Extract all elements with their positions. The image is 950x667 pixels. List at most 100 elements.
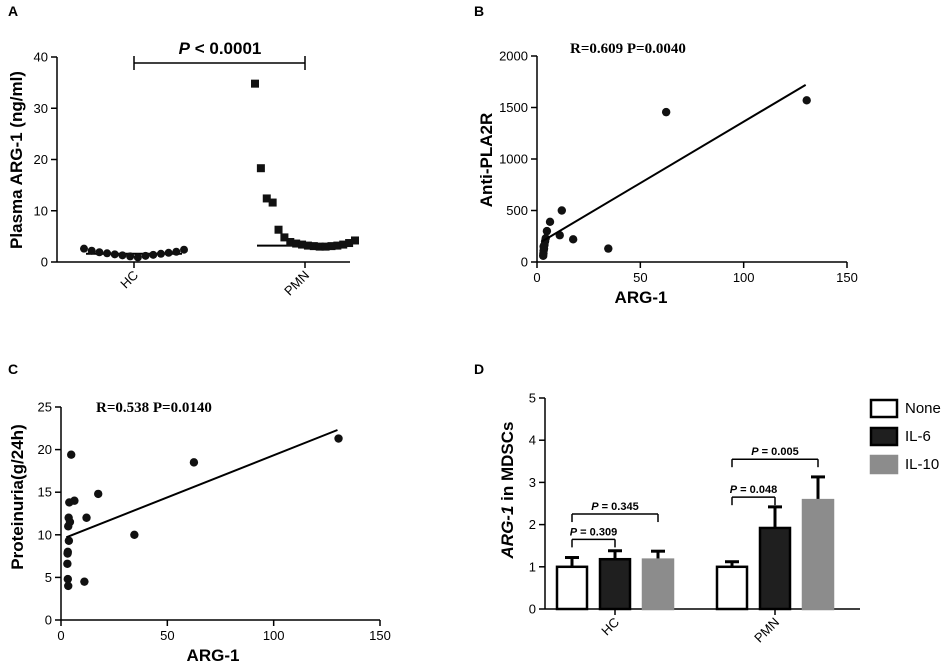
- legend-label: IL-10: [905, 456, 939, 473]
- comparison-p-value: P = 0.309: [570, 526, 617, 538]
- data-point: [64, 581, 73, 591]
- data-point: [251, 79, 259, 88]
- data-point: [339, 240, 348, 249]
- panel-a: A Plasma ARG-1 (ng/ml) 0 10 20 30 40 HC PMN P…: [7, 3, 359, 299]
- y-tick-label: 20: [34, 152, 48, 167]
- data-point: [149, 250, 158, 259]
- y-tick-label: 20: [38, 442, 52, 457]
- data-point: [87, 246, 96, 255]
- data-point: [268, 198, 277, 207]
- y-tick-label: 2: [529, 517, 536, 532]
- x-tick-label: 0: [533, 270, 540, 285]
- x-tick-label: 150: [369, 628, 391, 643]
- data-point: [298, 240, 307, 249]
- panel-b-y-ticks: 0 500 1000 1500 2000: [499, 49, 537, 270]
- panel-b-x-label: ARG-1: [615, 288, 668, 307]
- legend-swatch: [869, 454, 899, 475]
- panel-c-x-ticks: 0 50 100 150: [57, 620, 391, 643]
- y-tick-label: 10: [38, 527, 52, 542]
- legend-swatch: [869, 398, 899, 419]
- data-point: [133, 253, 142, 262]
- data-point: [542, 226, 552, 236]
- panel-d-label: D: [474, 361, 484, 377]
- data-point: [126, 252, 135, 261]
- data-point: [256, 164, 265, 173]
- panel-c-y-ticks: 0 5 10 15 20 25: [38, 400, 61, 628]
- y-tick-label: 40: [34, 50, 48, 65]
- y-tick-label: 0: [529, 602, 536, 617]
- y-tick-label: 5: [45, 570, 52, 585]
- x-tick-label: 50: [633, 270, 647, 285]
- bar: [555, 565, 589, 611]
- panel-a-y-label: Plasma ARG-1 (ng/ml): [7, 71, 26, 249]
- y-tick-label: 30: [34, 101, 48, 116]
- data-point: [63, 549, 72, 558]
- panel-a-points: [80, 79, 359, 262]
- data-point: [321, 242, 330, 251]
- data-point: [280, 233, 289, 242]
- data-point: [802, 96, 811, 105]
- data-point: [333, 241, 342, 250]
- comparison-p-value: P = 0.048: [730, 484, 777, 496]
- panel-d-x-categories: HC PMN: [598, 609, 782, 646]
- data-point: [539, 242, 548, 251]
- panel-b-x-ticks: 0 50 100 150: [533, 262, 858, 285]
- panel-c: C Proteinuria(g/24h) ARG-1 0 5 10 15 20 25 0 5…: [8, 361, 391, 665]
- panel-c-label: C: [8, 361, 18, 377]
- y-tick-label: 25: [38, 400, 52, 415]
- data-point: [80, 577, 89, 586]
- y-tick-label: 10: [34, 203, 48, 218]
- data-point: [539, 251, 548, 261]
- data-point: [557, 206, 566, 215]
- data-point: [315, 242, 324, 251]
- panel-a-x-categories: HC PMN: [117, 262, 312, 299]
- data-point: [156, 249, 165, 258]
- panel-b: B Anti-PLA2R ARG-1 0 500 1000 1500 2000 0 50 1…: [474, 3, 858, 307]
- y-tick-label: 2000: [499, 49, 528, 64]
- panel-d-comparisons: P = 0.309 P = 0.345 P = 0.048 P = 0.005: [570, 446, 819, 548]
- data-point: [180, 245, 188, 254]
- x-category-label: HC: [117, 268, 141, 292]
- x-category-label: PMN: [751, 615, 782, 646]
- x-tick-label: 50: [160, 628, 174, 643]
- comparison-p-value: P = 0.345: [591, 501, 638, 513]
- x-tick-label: 100: [263, 628, 285, 643]
- data-point: [67, 450, 76, 459]
- y-tick-label: 500: [506, 203, 528, 218]
- data-point: [327, 242, 336, 251]
- data-point: [262, 194, 271, 203]
- legend-swatch: [869, 426, 899, 447]
- data-point: [189, 458, 199, 467]
- data-point: [94, 489, 103, 499]
- panel-c-x-label: ARG-1: [187, 646, 240, 665]
- panel-d-y-label: ARG-1 in MDSCs: [498, 422, 517, 560]
- data-point: [103, 249, 112, 258]
- panel-b-label: B: [474, 3, 484, 19]
- panel-c-y-label: Proteinuria(g/24h): [8, 424, 27, 569]
- data-point: [604, 244, 613, 253]
- data-point: [345, 239, 354, 248]
- data-point: [63, 559, 72, 568]
- panel-d-bars: [555, 475, 835, 611]
- y-tick-label: 15: [38, 485, 52, 500]
- data-point: [130, 530, 139, 539]
- comparison-p-value: P = 0.005: [751, 446, 798, 458]
- panel-a-comparison: P < 0.0001: [133, 39, 306, 70]
- y-tick-label: 1500: [499, 100, 528, 115]
- data-point: [65, 517, 75, 527]
- data-point: [303, 241, 312, 250]
- bar: [715, 565, 749, 611]
- bar: [641, 558, 675, 611]
- panel-b-y-label: Anti-PLA2R: [477, 113, 496, 207]
- data-point: [274, 225, 283, 234]
- data-point: [118, 251, 127, 260]
- data-point: [141, 251, 150, 260]
- data-point: [334, 434, 343, 443]
- panel-a-label: A: [8, 3, 18, 19]
- y-tick-label: 0: [41, 255, 48, 270]
- y-tick-label: 0: [521, 255, 528, 270]
- y-tick-label: 0: [45, 613, 52, 628]
- data-point: [82, 513, 91, 522]
- y-tick-label: 5: [529, 391, 536, 406]
